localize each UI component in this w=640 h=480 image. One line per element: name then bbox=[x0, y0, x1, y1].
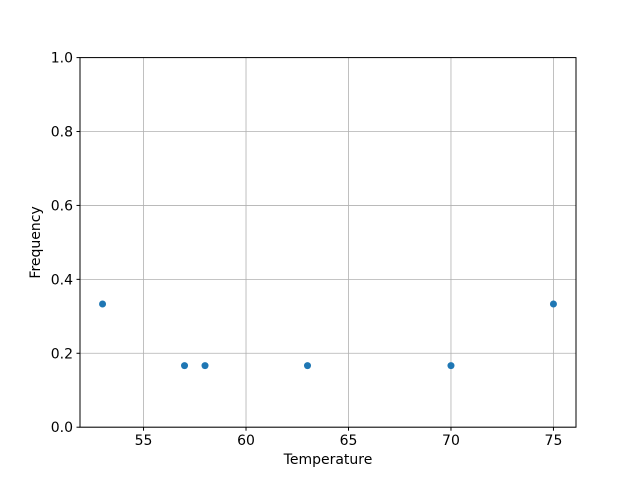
y-axis-label: Frequency bbox=[28, 206, 44, 278]
x-axis-label: Temperature bbox=[283, 452, 373, 468]
plot-border bbox=[79, 57, 577, 428]
y-tick-label: 1.0 bbox=[51, 51, 73, 67]
y-tick-label: 0.0 bbox=[51, 420, 73, 436]
data-point bbox=[447, 362, 455, 370]
x-tick-label: 60 bbox=[237, 433, 255, 449]
data-point bbox=[549, 300, 557, 308]
y-tick-label: 0.2 bbox=[51, 346, 73, 362]
x-tick-label: 70 bbox=[442, 433, 460, 449]
data-point bbox=[99, 300, 107, 308]
x-tick-label: 75 bbox=[545, 433, 563, 449]
data-point bbox=[181, 362, 189, 370]
x-tick-label: 65 bbox=[340, 433, 358, 449]
data-point bbox=[201, 362, 209, 370]
x-tick-label: 55 bbox=[135, 433, 153, 449]
y-tick-label: 0.8 bbox=[51, 125, 73, 141]
data-point bbox=[304, 362, 312, 370]
y-tick-label: 0.4 bbox=[51, 272, 73, 288]
y-tick-label: 0.6 bbox=[51, 198, 73, 214]
